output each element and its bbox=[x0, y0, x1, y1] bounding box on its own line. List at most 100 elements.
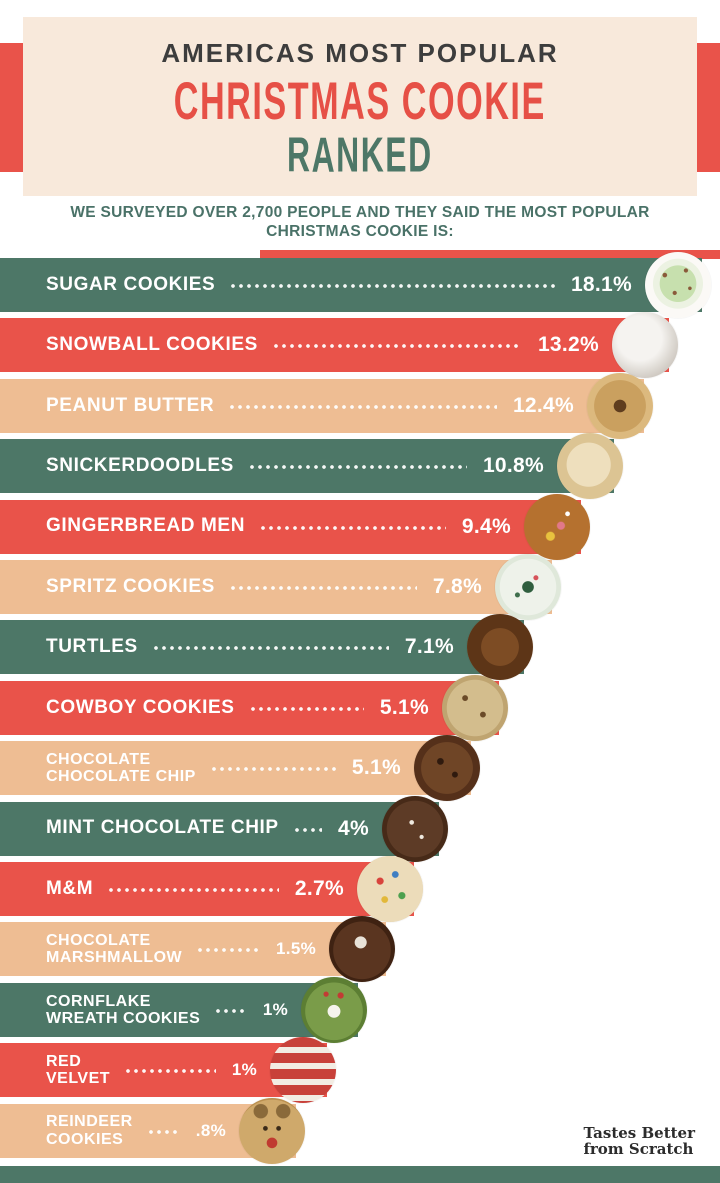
percent-label: 1.5% bbox=[276, 939, 316, 959]
mint-chocolate-chip-cookie-photo bbox=[382, 795, 448, 862]
percent-label: 7.1% bbox=[404, 635, 454, 659]
sugar-cookie-photo bbox=[645, 252, 711, 318]
bar-row-snowball-cookies: SNOWBALL COOKIES 13.2% bbox=[0, 312, 678, 379]
dotted-leader bbox=[248, 705, 364, 712]
dotted-leader bbox=[229, 283, 555, 289]
bar-row-peanut-butter: PEANUT BUTTER 12.4% bbox=[0, 372, 653, 439]
peanut-butter-cookie-photo bbox=[587, 372, 653, 439]
percent-label: 18.1% bbox=[570, 273, 632, 296]
cookie-label: SNOWBALL COOKIES bbox=[46, 334, 258, 356]
cookie-bar: SNOWBALL COOKIES 13.2% bbox=[0, 312, 678, 379]
bar-row-snickerdoodles: SNICKERDOODLES 10.8% bbox=[0, 433, 623, 500]
header-kicker: AMERICAS MOST POPULAR bbox=[161, 37, 559, 68]
cornflake-wreath-cookie-photo bbox=[301, 976, 367, 1043]
dotted-leader bbox=[271, 343, 522, 350]
dotted-leader bbox=[151, 645, 389, 652]
percent-label: 1% bbox=[262, 999, 288, 1019]
cookie-label: RED VELVET bbox=[46, 1052, 111, 1088]
cookie-bar: M&M 2.7% bbox=[0, 856, 423, 922]
cookie-bar: GINGERBREAD MEN 9.4% bbox=[0, 493, 590, 560]
bar-row-cornflake-wreath-cookies: CORNFLAKE WREATH COOKIES 1% bbox=[0, 976, 367, 1043]
bar-row-reindeer-cookies: REINDEER COOKIES .8% bbox=[0, 1097, 305, 1164]
header-right-red-accent bbox=[697, 43, 720, 172]
cookie-label: SNICKERDOODLES bbox=[46, 454, 234, 476]
page-title-line2: RANKED bbox=[287, 126, 433, 182]
cookie-bar: CHOCOLATE MARSHMALLOW 1.5% bbox=[0, 916, 395, 983]
decorative-red-strip bbox=[260, 250, 720, 259]
percent-label: 5.1% bbox=[351, 756, 401, 780]
cookie-bar: TURTLES 7.1% bbox=[0, 614, 533, 681]
bar-row-red-velvet: RED VELVET 1% bbox=[0, 1037, 336, 1104]
cookie-label: COWBOY COOKIES bbox=[46, 696, 235, 718]
bar-row-turtles: TURTLES 7.1% bbox=[0, 614, 533, 681]
percent-label: 4% bbox=[338, 816, 369, 840]
survey-subtitle: WE SURVEYED OVER 2,700 PEOPLE AND THEY S… bbox=[0, 204, 720, 242]
percent-label: 13.2% bbox=[537, 333, 599, 357]
percent-label: .8% bbox=[195, 1120, 226, 1140]
cookie-label: CORNFLAKE WREATH COOKIES bbox=[46, 992, 201, 1027]
percent-label: 12.4% bbox=[512, 393, 574, 417]
dotted-leader bbox=[292, 826, 323, 833]
cookie-label: REINDEER COOKIES bbox=[46, 1113, 133, 1148]
chocolate-chocolate-chip-cookie-photo bbox=[414, 735, 480, 802]
survey-subtitle-line1: WE SURVEYED OVER 2,700 PEOPLE AND THEY S… bbox=[70, 204, 650, 221]
snowball-cookie-photo bbox=[612, 312, 678, 379]
snickerdoodle-cookie-photo bbox=[557, 433, 623, 500]
survey-subtitle-line2: CHRISTMAS COOKIE IS: bbox=[266, 222, 454, 240]
bar-row-gingerbread-men: GINGERBREAD MEN 9.4% bbox=[0, 493, 590, 560]
dotted-leader bbox=[107, 887, 279, 893]
percent-label: 10.8% bbox=[482, 454, 544, 478]
cookie-label: CHOCOLATE MARSHMALLOW bbox=[46, 932, 183, 967]
dotted-leader bbox=[146, 1128, 180, 1135]
cookie-label: M&M bbox=[46, 877, 94, 899]
percent-label: 7.8% bbox=[432, 575, 482, 598]
cookie-label: TURTLES bbox=[46, 636, 138, 658]
dotted-leader bbox=[196, 947, 261, 954]
bar-row-m-m: M&M 2.7% bbox=[0, 856, 423, 922]
bottom-green-strip bbox=[0, 1166, 720, 1183]
dotted-leader bbox=[259, 524, 446, 531]
header: AMERICAS MOST POPULAR CHRISTMAS COOKIE R… bbox=[23, 17, 697, 196]
cookie-bar: MINT CHOCOLATE CHIP 4% bbox=[0, 795, 448, 862]
page-title-line1: CHRISTMAS COOKIE bbox=[173, 69, 547, 131]
logo-line2: from Scratch bbox=[583, 1139, 694, 1158]
bar-row-cowboy-cookies: COWBOY COOKIES 5.1% bbox=[0, 674, 508, 741]
dotted-leader bbox=[214, 1007, 247, 1014]
cookie-bar: CHOCOLATE CHOCOLATE CHIP 5.1% bbox=[0, 735, 480, 802]
dotted-leader bbox=[228, 403, 497, 410]
dotted-leader bbox=[228, 585, 417, 591]
cookie-label: GINGERBREAD MEN bbox=[46, 515, 246, 537]
percent-label: 2.7% bbox=[294, 877, 344, 900]
cookie-bar: COWBOY COOKIES 5.1% bbox=[0, 674, 508, 741]
cookie-bar: SUGAR COOKIES 18.1% bbox=[0, 252, 711, 318]
spritz-cookie-photo bbox=[495, 554, 561, 620]
red-velvet-cookie-photo bbox=[270, 1037, 336, 1104]
cookie-label: CHOCOLATE CHOCOLATE CHIP bbox=[46, 750, 196, 786]
logo-line1: Tastes Better bbox=[583, 1124, 695, 1142]
cookie-label: SPRITZ COOKIES bbox=[46, 575, 215, 597]
dotted-leader bbox=[124, 1068, 216, 1075]
bar-row-chocolate-marshmallow: CHOCOLATE MARSHMALLOW 1.5% bbox=[0, 916, 395, 983]
tastes-better-from-scratch-logo: Tastes Better from Scratch bbox=[583, 1124, 695, 1158]
bar-row-spritz-cookies: SPRITZ COOKIES 7.8% bbox=[0, 554, 561, 620]
cookie-bar: SNICKERDOODLES 10.8% bbox=[0, 433, 623, 500]
reindeer-cookie-photo bbox=[239, 1097, 305, 1164]
bar-row-chocolate-chocolate-chip: CHOCOLATE CHOCOLATE CHIP 5.1% bbox=[0, 735, 480, 802]
cookie-bar: SPRITZ COOKIES 7.8% bbox=[0, 554, 561, 620]
cookie-label: MINT CHOCOLATE CHIP bbox=[46, 817, 279, 839]
turtle-cookie-photo bbox=[467, 614, 533, 681]
cookie-label: SUGAR COOKIES bbox=[46, 273, 216, 295]
bar-row-sugar-cookies: SUGAR COOKIES 18.1% bbox=[0, 252, 711, 318]
cookie-label: PEANUT BUTTER bbox=[46, 394, 215, 416]
bar-row-mint-chocolate-chip: MINT CHOCOLATE CHIP 4% bbox=[0, 795, 448, 862]
percent-label: 1% bbox=[231, 1060, 257, 1080]
dotted-leader bbox=[247, 464, 467, 471]
cowboy-cookie-photo bbox=[442, 674, 508, 741]
mm-cookie-photo bbox=[357, 856, 423, 922]
percent-label: 5.1% bbox=[379, 695, 429, 719]
percent-label: 9.4% bbox=[461, 514, 511, 538]
header-left-red-accent bbox=[0, 43, 23, 172]
cookie-bar: RED VELVET 1% bbox=[0, 1037, 336, 1104]
cookie-bar: PEANUT BUTTER 12.4% bbox=[0, 372, 653, 439]
